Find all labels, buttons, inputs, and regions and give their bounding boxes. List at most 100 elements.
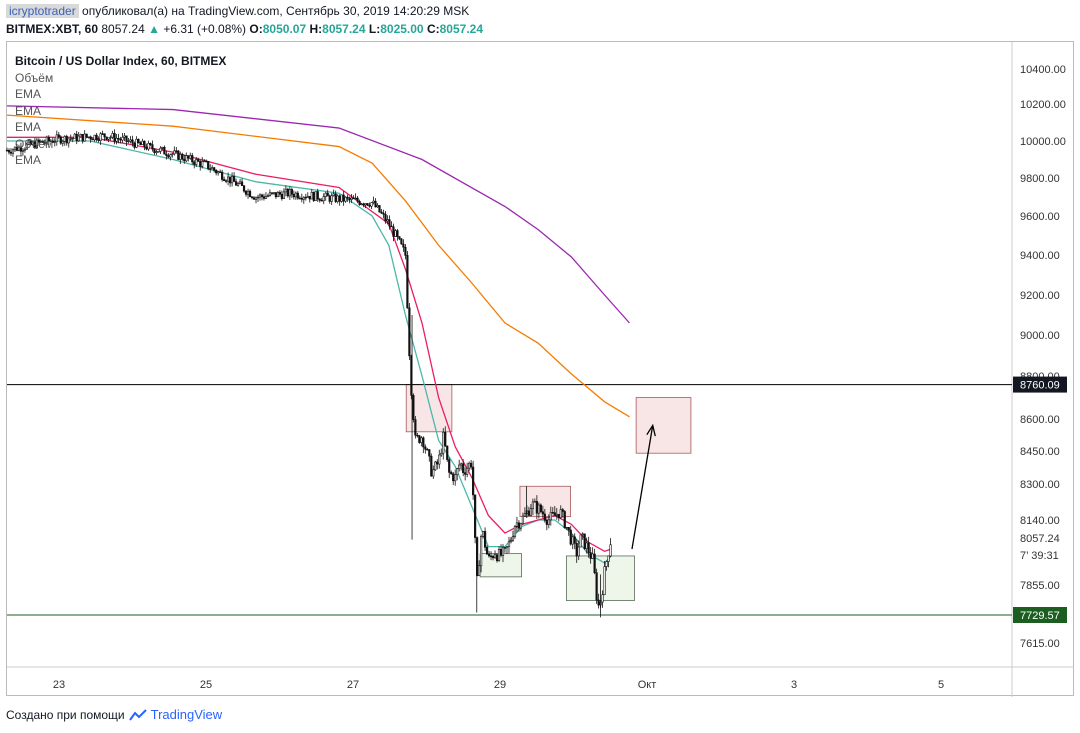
- candle-body: [340, 194, 343, 202]
- footer-brand[interactable]: TradingView: [150, 707, 223, 722]
- candle: [11, 148, 15, 157]
- candle: [308, 196, 311, 203]
- candle: [143, 140, 146, 151]
- candle-body: [227, 176, 230, 182]
- candle: [141, 138, 144, 145]
- candle: [470, 459, 473, 470]
- legend-volume[interactable]: Объём: [15, 70, 54, 85]
- candle: [472, 460, 475, 500]
- candle-body: [559, 509, 562, 518]
- legend-ema-2[interactable]: EMA: [15, 103, 42, 118]
- legend-ema-3[interactable]: EMA: [15, 120, 42, 134]
- candle: [282, 188, 285, 200]
- candle-body: [177, 150, 180, 160]
- candle: [19, 142, 23, 156]
- candle: [479, 534, 483, 573]
- candle: [123, 132, 126, 142]
- candle-body: [386, 219, 389, 222]
- symbol-name: BITMEX:XBT, 60: [6, 22, 99, 36]
- candle-body: [248, 190, 252, 198]
- candle-body: [408, 307, 411, 357]
- candle: [290, 187, 293, 199]
- countdown-label: 7’ 39:31: [1020, 550, 1059, 562]
- candle-body: [101, 133, 104, 135]
- candle-body: [422, 437, 425, 448]
- author-link[interactable]: icryptotrader: [6, 4, 79, 18]
- candle-body: [167, 155, 170, 158]
- candle: [591, 547, 594, 560]
- candle: [111, 130, 114, 140]
- candle: [537, 502, 540, 519]
- candle-body: [51, 140, 54, 143]
- candle: [217, 170, 220, 176]
- candle-body: [143, 140, 146, 148]
- candle-body: [39, 140, 42, 143]
- candle-body: [396, 230, 399, 237]
- candle: [424, 444, 427, 454]
- candle: [324, 191, 327, 201]
- legend-ema-1[interactable]: EMA: [15, 87, 42, 101]
- candle: [392, 223, 395, 242]
- candle: [474, 494, 477, 544]
- candle-body: [107, 137, 110, 140]
- candle: [318, 197, 321, 203]
- candle-body: [278, 192, 282, 195]
- candle-body: [448, 459, 451, 473]
- candle: [581, 532, 584, 540]
- legend-ema-4[interactable]: EMA: [15, 153, 42, 167]
- candle-body: [223, 179, 226, 182]
- candle: [268, 189, 272, 197]
- candle-body: [115, 137, 118, 142]
- candle: [511, 530, 515, 542]
- candle-body: [229, 176, 232, 184]
- candle-body: [288, 189, 291, 197]
- candle: [103, 133, 106, 141]
- candle: [248, 189, 252, 198]
- candle-body: [468, 462, 471, 469]
- candle: [302, 196, 305, 204]
- candle-body: [85, 133, 88, 138]
- candle-body: [583, 533, 586, 549]
- candle-body: [358, 201, 361, 205]
- candle: [250, 196, 254, 200]
- candle: [9, 148, 13, 156]
- candle: [577, 540, 580, 561]
- candle-body: [372, 200, 375, 203]
- ohlc-o-label: O:: [249, 22, 263, 36]
- candle-body: [125, 135, 128, 142]
- candle: [151, 140, 154, 152]
- candle-body: [183, 158, 186, 162]
- candle-body: [406, 255, 409, 309]
- candle-body: [318, 198, 321, 201]
- candle-body: [292, 194, 295, 198]
- candle: [575, 539, 578, 563]
- candle: [386, 215, 389, 225]
- y-tick-label: 7855.00: [1020, 580, 1060, 592]
- candle: [342, 190, 345, 206]
- candle: [378, 205, 381, 213]
- candle-body: [270, 192, 274, 194]
- candle: [227, 172, 230, 186]
- candle: [85, 133, 88, 139]
- candle: [454, 469, 457, 486]
- candle: [422, 436, 425, 454]
- candle-body: [161, 146, 164, 149]
- candle: [73, 132, 76, 139]
- candle-body: [368, 204, 371, 207]
- legend-volume-2[interactable]: Объём: [15, 136, 54, 151]
- candle: [448, 457, 451, 479]
- legend-title: Bitcoin / US Dollar Index, 60, BITMEX: [15, 54, 227, 68]
- candle: [87, 136, 90, 139]
- candle: [601, 590, 604, 608]
- candle: [452, 471, 455, 486]
- candle-body: [454, 474, 457, 482]
- candle: [444, 426, 447, 448]
- candle: [25, 142, 29, 150]
- x-tick-label: 5: [938, 679, 944, 691]
- candle-body: [35, 139, 38, 149]
- candle-body: [474, 494, 477, 538]
- candle: [17, 144, 21, 152]
- candle-body: [400, 238, 403, 245]
- candle-body: [579, 534, 582, 548]
